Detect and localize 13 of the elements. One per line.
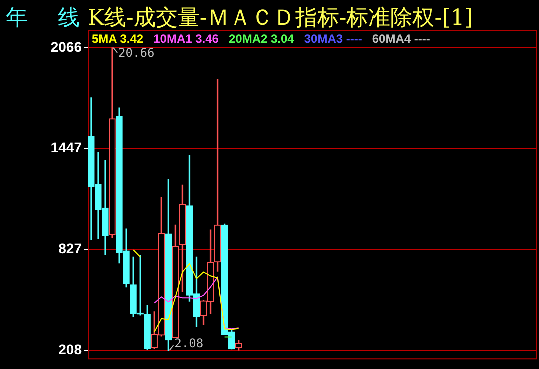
legend-label: 60MA4 ---- bbox=[372, 32, 430, 46]
annotation: 2.08 bbox=[174, 336, 204, 351]
annotation: 20.66 bbox=[118, 46, 155, 60]
y-tick-label: 2066 bbox=[50, 38, 82, 55]
chart-subtitle: K线-成交量-ＭＡＣＤ指标-标准除权-[1] bbox=[88, 5, 474, 33]
text: 20MA2 3.04 bbox=[228, 32, 294, 46]
y-tick-label: 208 bbox=[58, 341, 82, 358]
y-tick-label: 827 bbox=[58, 240, 82, 257]
legend-label: 30MA3 ---- bbox=[304, 32, 362, 46]
chart-title: 年 线 bbox=[6, 5, 84, 33]
y-tick-label: 1447 bbox=[50, 140, 82, 156]
text: 5MA 3.42 bbox=[92, 32, 144, 46]
text: 10MA1 3.46 bbox=[154, 32, 219, 46]
